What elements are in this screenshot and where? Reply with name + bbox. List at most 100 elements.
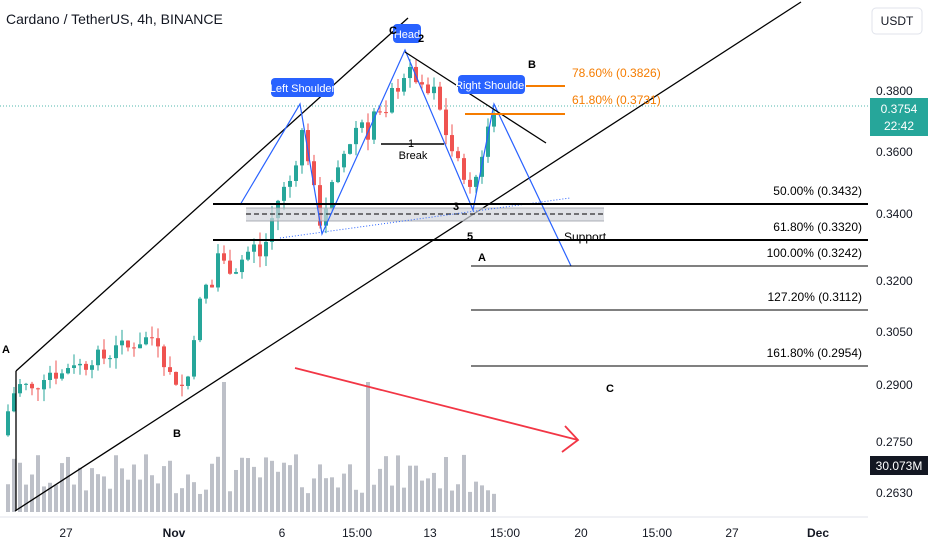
candle-body xyxy=(174,371,178,385)
candle-body xyxy=(78,363,82,366)
volume-bar xyxy=(12,458,16,512)
volume-bar xyxy=(78,467,82,512)
wave-A-right: A xyxy=(478,252,486,264)
price-tick: 0.2630 xyxy=(876,486,913,500)
candle-body xyxy=(156,338,160,347)
volume-bar xyxy=(282,462,286,512)
volume-bar xyxy=(48,482,52,512)
support-zone[interactable] xyxy=(246,197,604,239)
right-shoulder-label[interactable]: Right Shoulder xyxy=(455,75,528,94)
volume-bar xyxy=(144,454,148,512)
candle-body xyxy=(234,272,238,274)
candle-body xyxy=(198,298,202,341)
volume-bars xyxy=(6,382,496,512)
candle-body xyxy=(240,259,244,273)
candle-body xyxy=(282,186,286,201)
volume-bar xyxy=(336,487,340,512)
trend-channel[interactable] xyxy=(14,1,802,512)
volume-bar xyxy=(126,479,130,512)
candle-body xyxy=(150,337,154,339)
volume-bar xyxy=(318,464,322,512)
volume-bar xyxy=(330,477,334,512)
head-label[interactable]: Head xyxy=(393,24,421,43)
left-shoulder-label[interactable]: Left Shoulder xyxy=(270,78,336,97)
candle-body xyxy=(444,109,448,136)
volume-bar xyxy=(204,489,208,512)
volume-bar xyxy=(486,490,490,512)
price-tick: 0.3600 xyxy=(876,145,913,159)
candle-body xyxy=(306,130,310,162)
price-tick: 0.3050 xyxy=(876,325,913,339)
volume-bar xyxy=(186,474,190,512)
volume-bar xyxy=(414,465,418,512)
head-shoulders-pattern[interactable] xyxy=(239,48,572,267)
candle-body xyxy=(144,337,148,345)
volume-bar xyxy=(228,491,232,512)
currency-button[interactable]: USDT xyxy=(871,7,923,35)
candle-body xyxy=(420,82,424,85)
fib-upper-label-1: 78.60% (0.3826) xyxy=(572,66,661,80)
volume-bar xyxy=(90,468,94,512)
candle-body xyxy=(228,260,232,274)
candle-body xyxy=(180,384,184,386)
candle-body xyxy=(66,368,70,374)
volume-bar xyxy=(210,463,214,512)
candle-body xyxy=(114,345,118,359)
time-axis[interactable]: 27 Nov 6 15:00 13 15:00 20 15:00 27 Dec xyxy=(0,516,868,540)
wave-2: 2 xyxy=(418,33,424,45)
descending-resistance-line[interactable] xyxy=(404,51,547,144)
candle-body xyxy=(126,340,130,348)
volume-bar xyxy=(234,469,238,512)
volume-bar xyxy=(426,478,430,512)
candle-body xyxy=(72,365,76,369)
volume-bar xyxy=(156,483,160,512)
fib-lower-label-2: 61.80% (0.3320) xyxy=(773,220,862,234)
price-axis[interactable]: USDT 0.3800 0.3600 0.3400 0.3200 0.3050 … xyxy=(868,0,932,550)
candle-body xyxy=(210,284,214,288)
volume-bar xyxy=(192,482,196,512)
currency-button-label: USDT xyxy=(881,14,914,28)
volume-value: 30.073M xyxy=(876,459,923,473)
candle-body xyxy=(372,111,376,140)
volume-bar xyxy=(342,473,346,512)
price-tick: 0.2750 xyxy=(876,435,913,449)
fib-lower-label-5: 161.80% (0.2954) xyxy=(767,346,862,360)
volume-bar xyxy=(174,493,178,512)
fib-upper-label-2: 61.80% (0.3731) xyxy=(572,93,661,107)
price-tick: 0.3400 xyxy=(876,207,913,221)
fib-lower-levels[interactable] xyxy=(213,203,868,367)
time-tick: 13 xyxy=(423,526,437,540)
time-tick: Nov xyxy=(163,526,186,540)
volume-bar xyxy=(264,457,268,512)
candle-body xyxy=(60,373,64,379)
candle-body xyxy=(348,144,352,154)
volume-bar xyxy=(372,484,376,512)
volume-badge: 30.073M xyxy=(870,456,928,475)
candle-body xyxy=(108,358,112,360)
candle-body xyxy=(408,66,412,79)
volume-bar xyxy=(324,478,328,512)
candlesticks xyxy=(6,59,496,437)
volume-bar xyxy=(456,484,460,512)
candle-body xyxy=(192,340,196,377)
candle-body xyxy=(474,176,478,187)
volume-bar xyxy=(348,464,352,512)
candle-body xyxy=(336,167,340,183)
candle-body xyxy=(354,127,358,145)
bearish-arrow[interactable] xyxy=(294,367,580,453)
volume-bar xyxy=(474,481,478,512)
volume-bar xyxy=(492,493,496,512)
volume-bar xyxy=(60,463,64,512)
candle-body xyxy=(222,253,226,261)
volume-bar xyxy=(114,455,118,512)
candle-body xyxy=(378,111,382,113)
wave-3: 3 xyxy=(453,201,459,213)
volume-bar xyxy=(108,488,112,512)
candle-body xyxy=(486,126,490,157)
candle-body xyxy=(462,158,466,180)
candle-body xyxy=(204,284,208,299)
volume-bar xyxy=(246,458,250,512)
chart-title: Cardano / TetherUS, 4h, BINANCE xyxy=(6,11,223,27)
candle-body xyxy=(390,88,394,113)
